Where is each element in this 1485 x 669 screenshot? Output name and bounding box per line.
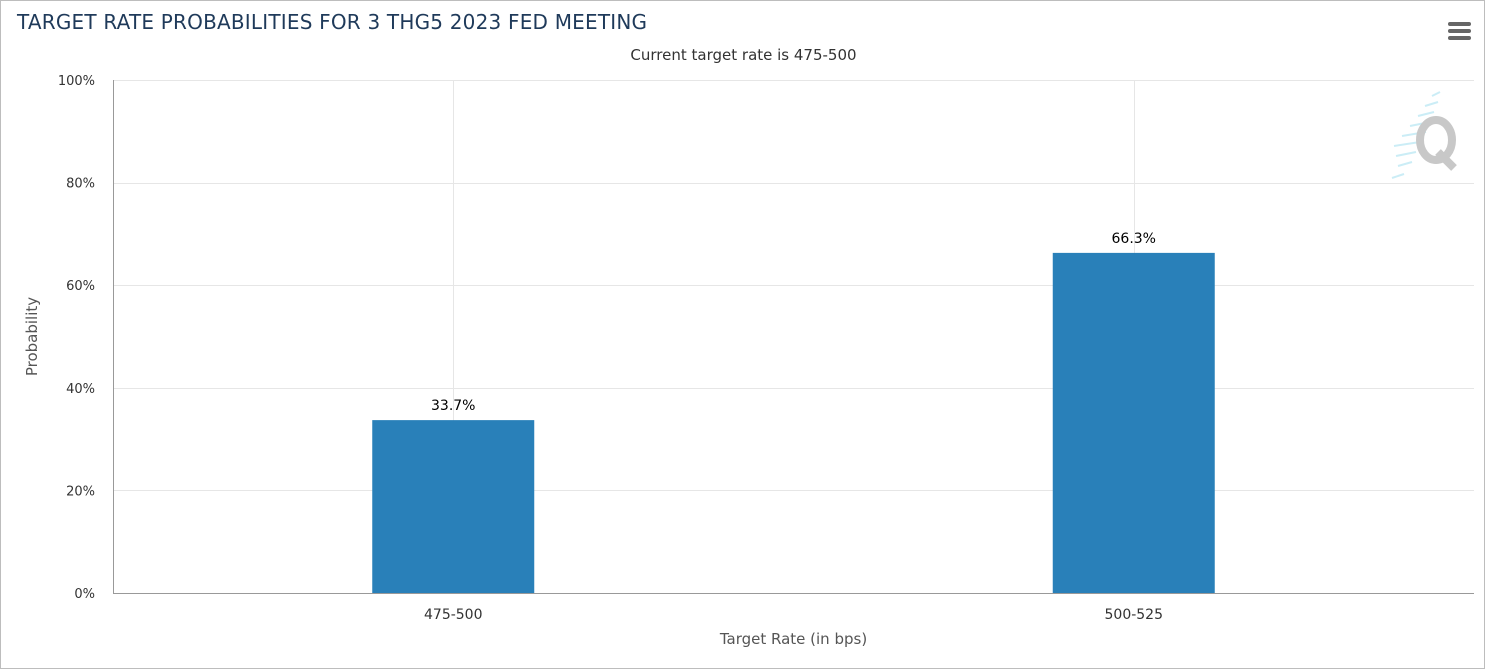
y-axis-title: Probability [23, 297, 41, 376]
y-tick-label: 20% [66, 484, 95, 499]
data-label: 33.7% [431, 398, 475, 414]
y-tick-label: 100% [58, 74, 95, 89]
hamburger-menu-icon[interactable] [1445, 17, 1475, 45]
bar[interactable] [372, 420, 535, 593]
x-axis-title: Target Rate (in bps) [719, 630, 867, 648]
data-label: 66.3% [1112, 231, 1156, 247]
y-tick-label: 60% [66, 279, 95, 294]
x-tick-label: 500-525 [1105, 607, 1164, 623]
chart-title: TARGET RATE PROBABILITIES FOR 3 THG5 202… [17, 10, 648, 34]
bar[interactable] [1052, 252, 1215, 594]
chart-subtitle: Current target rate is 475-500 [630, 46, 857, 64]
y-tick-label: 40% [66, 382, 95, 397]
x-tick-label: 475-500 [424, 607, 483, 623]
y-tick-label: 0% [74, 587, 95, 602]
q-logo-icon [1391, 91, 1457, 179]
y-tick-label: 80% [66, 177, 95, 192]
